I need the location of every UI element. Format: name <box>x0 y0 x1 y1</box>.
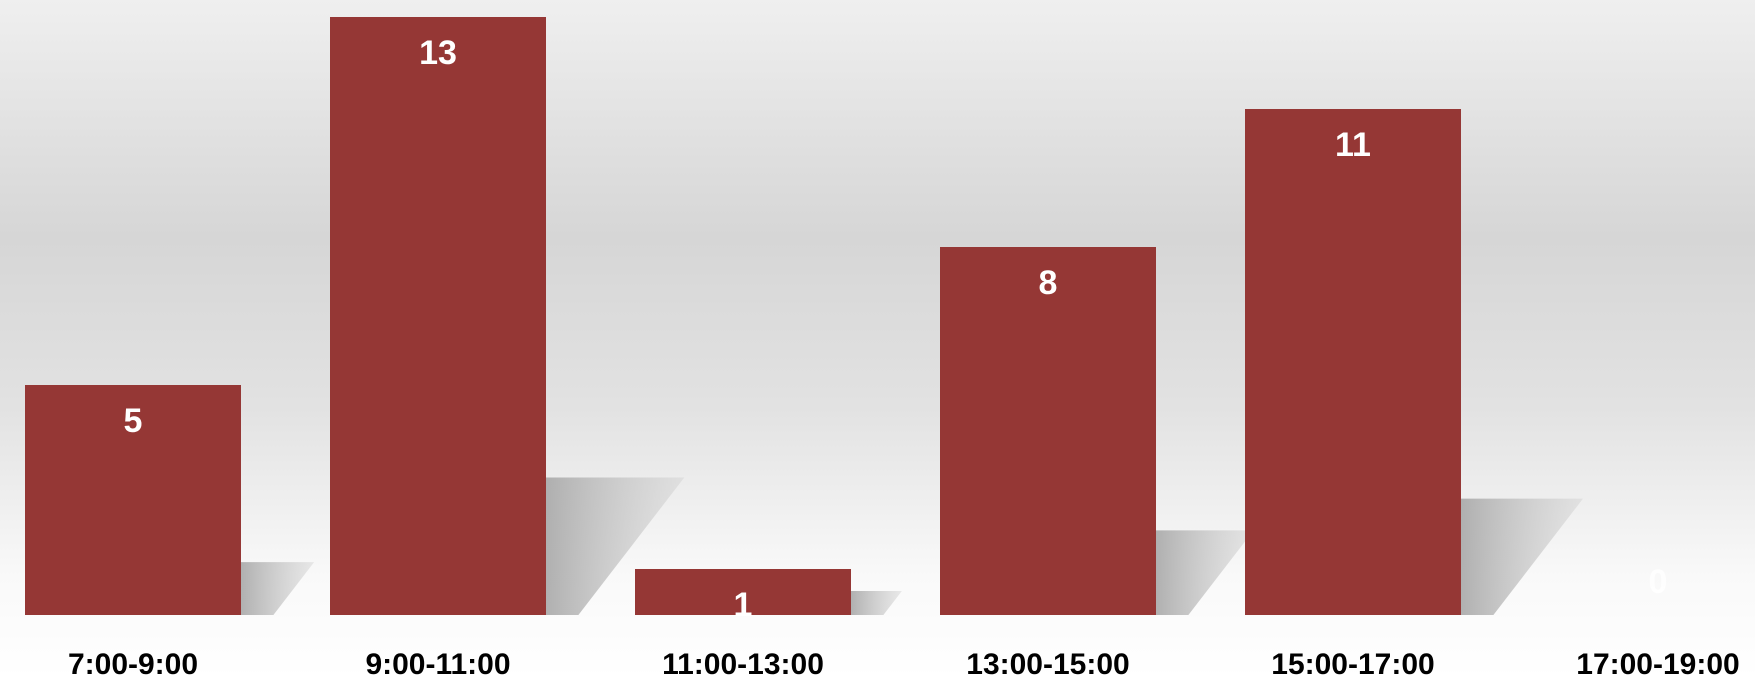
bar <box>330 17 546 615</box>
bar-shadows <box>241 477 1584 615</box>
x-tick-label: 15:00-17:00 <box>1271 648 1434 678</box>
data-label: 11 <box>1335 126 1371 164</box>
bar-shadow <box>851 591 902 615</box>
data-label: 1 <box>734 586 753 624</box>
x-tick-label: 13:00-15:00 <box>966 648 1129 678</box>
data-label: 8 <box>1039 264 1058 302</box>
bar <box>1245 109 1461 615</box>
bars <box>25 17 1461 615</box>
data-label: 0 <box>1649 563 1668 601</box>
bar <box>940 247 1156 615</box>
data-label: 5 <box>124 402 143 440</box>
x-tick-label: 7:00-9:00 <box>68 648 198 678</box>
bar-shadow <box>241 562 315 615</box>
bar <box>25 385 241 615</box>
data-label: 13 <box>419 34 457 72</box>
x-tick-label: 17:00-19:00 <box>1576 648 1739 678</box>
x-tick-label: 9:00-11:00 <box>365 648 510 678</box>
bar-shadow <box>1461 498 1584 615</box>
x-axis-tick-labels: 7:00-9:00 9:00-11:00 11:00-13:00 13:00-15:0… <box>68 648 1740 678</box>
x-tick-label: 11:00-13:00 <box>662 648 824 678</box>
data-labels: 5 13 1 8 11 0 <box>124 34 1668 624</box>
bar-shadow <box>1156 530 1254 615</box>
bar <box>635 569 851 615</box>
bar-shadow <box>546 477 685 615</box>
